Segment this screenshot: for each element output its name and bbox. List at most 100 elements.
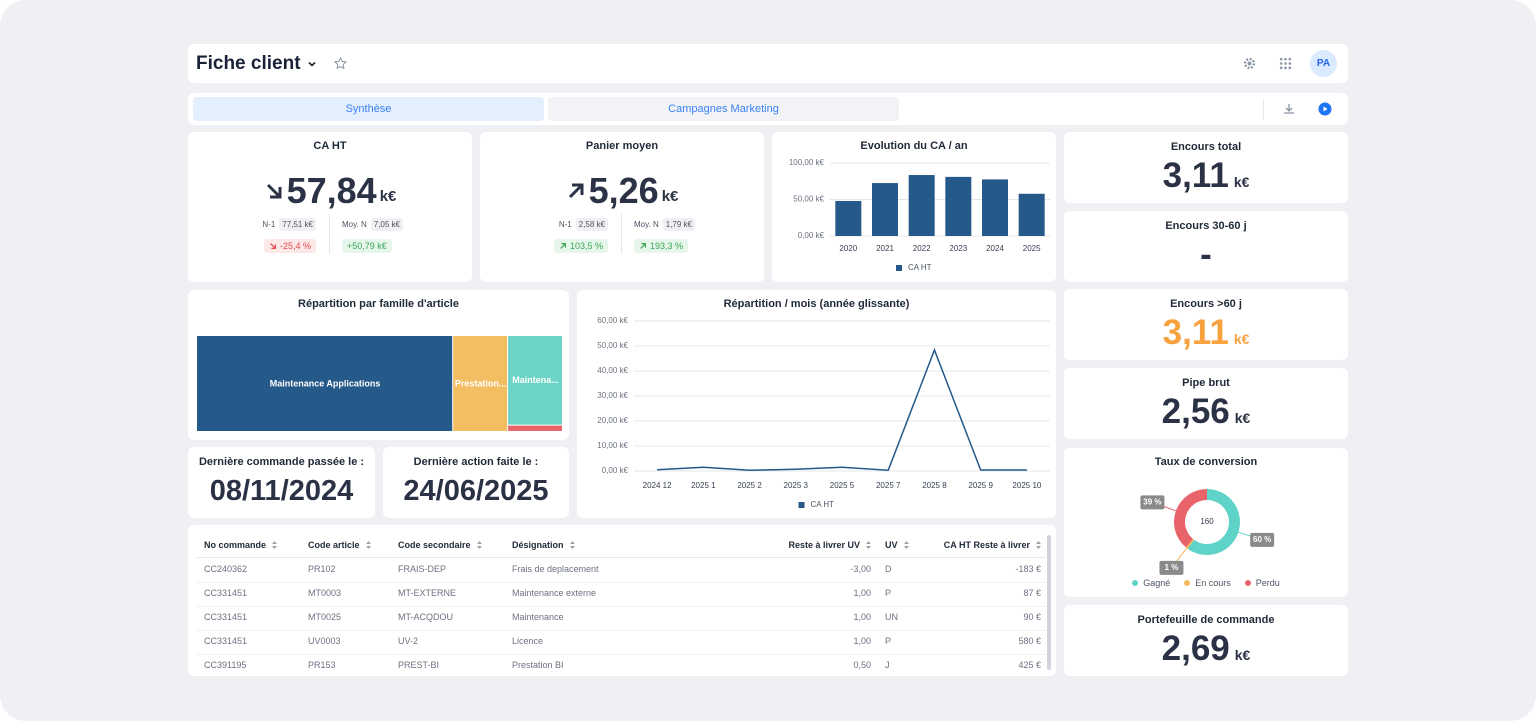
card-title: Dernière commande passée le : xyxy=(198,456,365,468)
table-cell: PR102 xyxy=(308,564,336,574)
column-header[interactable]: Désignation xyxy=(512,540,575,550)
card-title: Encours 30-60 j xyxy=(1165,220,1247,232)
x-tick-label: 2025 1 xyxy=(691,481,716,490)
title-chevron[interactable] xyxy=(307,59,317,69)
table-cell: 1,00 xyxy=(853,588,871,598)
arrow-path xyxy=(266,183,282,199)
date-value: 24/06/2025 xyxy=(403,475,549,507)
x-tick-label: 2022 xyxy=(913,244,931,253)
bar xyxy=(908,175,935,236)
y-tick-label: 100,00 k€ xyxy=(789,158,825,167)
column-header[interactable]: No commande xyxy=(204,540,278,550)
sort-icon xyxy=(1036,541,1041,549)
kpi-sub-label: Moy. N xyxy=(634,219,659,229)
chart-card: Evolution du CA / an 0,00 k€ 50,00 k€ 100,0… xyxy=(772,132,1056,282)
kpi-value: 5,26 xyxy=(588,170,659,211)
kpi-divider xyxy=(621,214,622,254)
sort-icon xyxy=(365,541,371,549)
kpi-sub-row: +50,79 k€ xyxy=(342,238,392,254)
kpi-change-badge: 103,5 % xyxy=(553,239,608,253)
legend-label: Perdu xyxy=(1255,578,1280,588)
card-title: Panier moyen xyxy=(585,140,659,152)
table-cell: Maintenance xyxy=(512,612,564,622)
kpi-value-row: 3,11 k€ xyxy=(1064,156,1348,196)
kpi-value: - xyxy=(1200,235,1212,274)
arrow-path xyxy=(568,183,584,199)
x-tick-label: 2025 2 xyxy=(737,481,762,490)
legend-swatch xyxy=(896,265,902,271)
kpi-change: +50,79 k€ xyxy=(347,241,387,251)
table-cell: 0,50 xyxy=(853,660,871,670)
column-title: UV xyxy=(885,540,898,550)
kpi-value-row: 5,26 k€ xyxy=(480,170,764,212)
legend-label: CA HT xyxy=(811,500,835,509)
table-cell: 1,00 xyxy=(853,636,871,646)
table-cell: CC331451 xyxy=(204,612,248,622)
y-tick-label: 20,00 k€ xyxy=(597,416,628,425)
tab-active[interactable]: Synthèse xyxy=(193,97,544,121)
y-tick-label: 50,00 k€ xyxy=(597,341,628,350)
kpi-change: 103,5 % xyxy=(569,241,603,251)
kpi-unit: k€ xyxy=(661,187,679,205)
kpi-value: 2,69 xyxy=(1161,629,1230,668)
sort-path xyxy=(1036,541,1041,549)
column-header[interactable]: UV xyxy=(885,540,909,550)
legend-item: Perdu xyxy=(1244,578,1280,588)
trend-arrow xyxy=(568,183,584,199)
kpi-change-badge: -25,4 % xyxy=(263,239,316,253)
trend-arrow xyxy=(640,243,646,249)
chart-card: Répartition par famille d'article Mainten… xyxy=(188,290,569,440)
kpi-value: 3,11 xyxy=(1162,313,1229,352)
tab[interactable]: Campagnes Marketing xyxy=(548,97,899,121)
column-header[interactable]: CA HT Reste à livrer xyxy=(944,540,1041,550)
favorite-star[interactable] xyxy=(333,56,348,71)
y-tick-label: 60,00 k€ xyxy=(597,316,628,325)
data-label: 39 % xyxy=(1143,497,1161,506)
bar xyxy=(835,200,862,236)
x-tick-label: 2024 12 xyxy=(643,481,672,490)
treemap-label: Prestation... xyxy=(455,378,507,388)
x-tick-label: 2025 7 xyxy=(876,481,901,490)
table-cell: P xyxy=(885,588,892,598)
card-title: Encours total xyxy=(1170,141,1242,153)
kpi-unit: k€ xyxy=(379,187,397,205)
treemap-cell xyxy=(453,336,508,431)
settings-icon[interactable] xyxy=(1242,56,1257,71)
apps-icon[interactable] xyxy=(1279,57,1292,70)
row-border xyxy=(196,582,1046,583)
play-icon[interactable] xyxy=(1318,102,1332,116)
kpi-divider xyxy=(329,214,330,254)
sort-path xyxy=(365,541,371,549)
table-cell: Frais de deplacement xyxy=(512,564,599,574)
table-cell: Prestation BI xyxy=(512,660,564,670)
table-cell: CC331451 xyxy=(204,636,248,646)
column-header[interactable]: Code secondaire xyxy=(398,540,482,550)
trend-arrow xyxy=(266,183,282,199)
kpi-sub-row: N-1 2,58 k€ xyxy=(559,216,608,232)
header: Fiche client PA xyxy=(188,44,1348,83)
row-border xyxy=(196,606,1046,607)
kpi-change-badge: 193,3 % xyxy=(634,239,689,253)
bar xyxy=(1018,193,1045,236)
column-header[interactable]: Reste à livrer UV xyxy=(788,540,871,550)
sort-path xyxy=(866,541,871,549)
kpi-change-badge: +50,79 k€ xyxy=(342,239,392,253)
y-tick-label: 50,00 k€ xyxy=(793,195,824,204)
kpi-value: 3,11 xyxy=(1162,156,1229,195)
table-cell: -3,00 xyxy=(850,564,871,574)
table-cell: 87 € xyxy=(1023,588,1041,598)
data-label-bg xyxy=(1159,560,1184,575)
table-cell: UV-2 xyxy=(398,636,419,646)
kpi-sub-label: N-1 xyxy=(558,219,572,229)
x-tick-label: 2025 xyxy=(1023,244,1041,253)
column-title: Code secondaire xyxy=(398,540,471,550)
column-header[interactable]: Code article xyxy=(308,540,371,550)
arrow-path xyxy=(560,243,566,249)
table-cell: Maintenance externe xyxy=(512,588,597,598)
avatar[interactable]: PA xyxy=(1310,50,1337,77)
x-tick-label: 2025 5 xyxy=(830,481,855,490)
download-icon[interactable] xyxy=(1283,103,1295,115)
kpi-sub-badge: 7,05 k€ xyxy=(370,217,403,231)
table-cell: -183 € xyxy=(1015,564,1041,574)
kpi-unit: k€ xyxy=(1234,410,1251,426)
